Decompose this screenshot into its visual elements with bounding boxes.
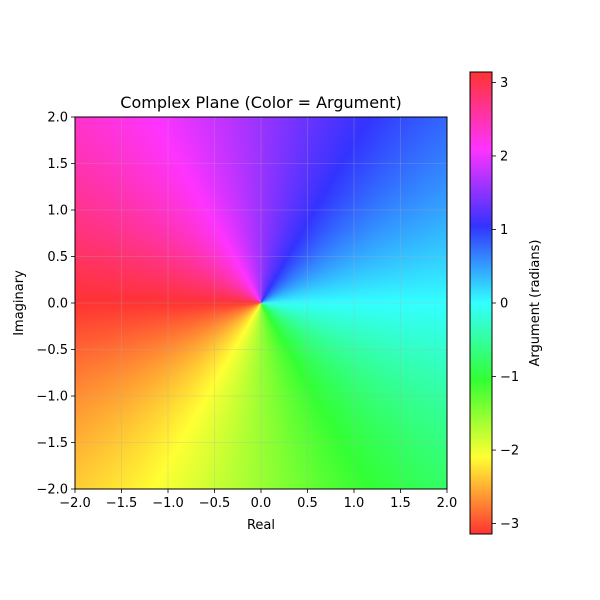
x-tick-label-1: −1.5 (106, 496, 138, 511)
x-axis: −2.0 −1.5 −1.0 −0.5 0.0 0.5 1.0 1.5 2.0 (59, 489, 457, 511)
x-tick-label-4: 0.0 (251, 496, 272, 511)
x-tick-label-3: −0.5 (199, 496, 231, 511)
colorbar-tick-label-0: −3 (500, 517, 519, 532)
phase-field (75, 117, 447, 489)
plot-area (74, 116, 448, 490)
chart-title: Complex Plane (Color = Argument) (120, 93, 401, 112)
colorbar: −3 −2 −1 0 1 2 3 Argument (radians) (469, 71, 543, 535)
y-tick-label-1: −1.5 (36, 436, 68, 451)
y-tick-label-7: 1.5 (47, 157, 68, 172)
x-tick-label-5: 0.5 (297, 496, 318, 511)
y-axis: −2.0 −1.5 −1.0 −0.5 0.0 0.5 1.0 1.5 2.0 (36, 111, 75, 498)
x-tick-label-7: 1.5 (390, 496, 411, 511)
colorbar-label: Argument (radians) (528, 240, 543, 367)
x-tick-label-2: −1.0 (152, 496, 184, 511)
colorbar-gradient (469, 71, 493, 535)
y-tick-label-5: 0.5 (47, 250, 68, 265)
x-tick-label-0: −2.0 (59, 496, 91, 511)
colorbar-tick-label-1: −2 (500, 444, 519, 459)
x-axis-label: Real (247, 518, 275, 533)
colorbar-tick-label-6: 3 (500, 76, 508, 91)
y-tick-label-0: −2.0 (36, 483, 68, 498)
y-tick-label-4: 0.0 (47, 297, 68, 312)
y-tick-label-2: −1.0 (36, 390, 68, 405)
x-tick-label-6: 1.0 (344, 496, 365, 511)
y-tick-label-8: 2.0 (47, 111, 68, 126)
x-tick-label-8: 2.0 (437, 496, 458, 511)
y-tick-label-3: −0.5 (36, 343, 68, 358)
grid-lines (74, 116, 448, 490)
colorbar-tick-label-2: −1 (500, 370, 519, 385)
y-axis-label: Imaginary (12, 270, 27, 336)
y-tick-label-6: 1.0 (47, 204, 68, 219)
colorbar-tick-label-5: 2 (500, 149, 508, 164)
colorbar-ticks: −3 −2 −1 0 1 2 3 (492, 76, 519, 532)
colorbar-tick-label-4: 1 (500, 223, 508, 238)
colorbar-tick-label-3: 0 (500, 297, 508, 312)
